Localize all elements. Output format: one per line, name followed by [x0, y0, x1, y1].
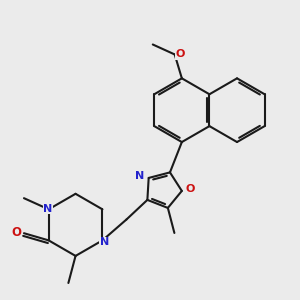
Text: N: N — [43, 203, 52, 214]
Text: O: O — [12, 226, 22, 239]
Text: O: O — [176, 50, 185, 59]
Text: N: N — [100, 237, 109, 248]
Text: O: O — [186, 184, 195, 194]
Text: N: N — [135, 171, 145, 181]
